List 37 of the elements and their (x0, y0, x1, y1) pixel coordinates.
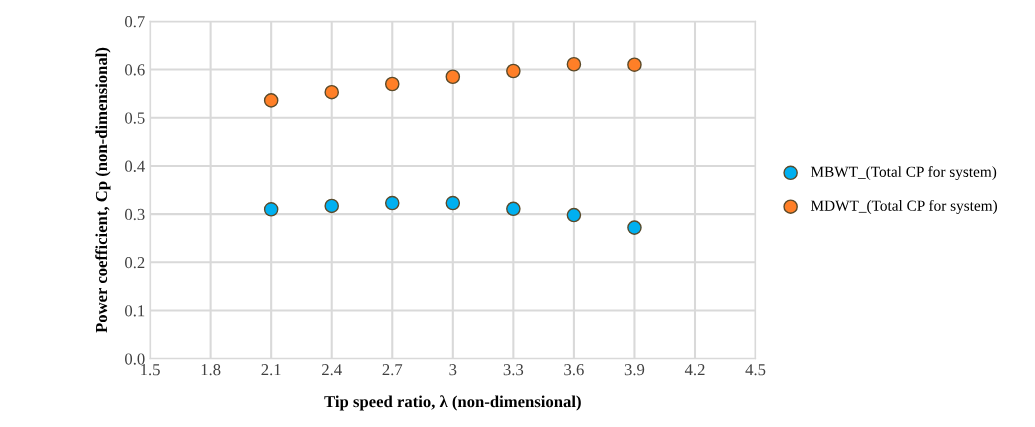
x-tick-label: 3 (449, 364, 457, 376)
point (627, 220, 642, 235)
point (324, 198, 340, 214)
y-tick-label: 0.2 (125, 257, 145, 269)
point (506, 63, 521, 79)
point (384, 195, 400, 211)
y-tick-label: 0.7 (125, 16, 145, 28)
point (566, 56, 582, 72)
legend-label: MBWT_(Total CP for system) (810, 166, 997, 181)
x-tick-label: 3.3 (503, 364, 524, 376)
x-tick-label: 4.5 (745, 364, 766, 376)
x-tick-label: 2.7 (382, 364, 403, 376)
x-tick-label: 1.5 (141, 364, 160, 376)
point (566, 207, 582, 223)
y-axis-title: Power coefficient, Cp (non-dimensional) (95, 47, 111, 333)
y-tick-label: 0.4 (125, 160, 145, 172)
y-tick-label: 0.6 (125, 64, 145, 76)
legend-label: MDWT_(Total CP for system) (810, 199, 997, 214)
x-tick-label: 2.4 (322, 364, 342, 376)
point (263, 202, 279, 217)
x-tick-label: 3.6 (564, 364, 584, 376)
point (445, 195, 461, 211)
y-tick-label: 0.3 (125, 208, 145, 221)
point (384, 76, 400, 92)
point (506, 201, 521, 217)
y-tick-label: 0.5 (125, 112, 145, 124)
point (263, 93, 279, 108)
x-axis-title: Tip speed ratio, λ (non-dimensional) (324, 395, 581, 411)
y-tick-label: 0.1 (125, 305, 145, 317)
x-tick-label: 2.1 (261, 364, 281, 376)
point (324, 84, 340, 100)
point (445, 69, 461, 85)
y-tick-label: 0.0 (125, 353, 145, 365)
point (627, 57, 642, 73)
x-tick-label: 4.2 (684, 364, 705, 376)
x-tick-label: 3.9 (624, 364, 645, 376)
x-tick-label: 1.8 (201, 364, 221, 376)
